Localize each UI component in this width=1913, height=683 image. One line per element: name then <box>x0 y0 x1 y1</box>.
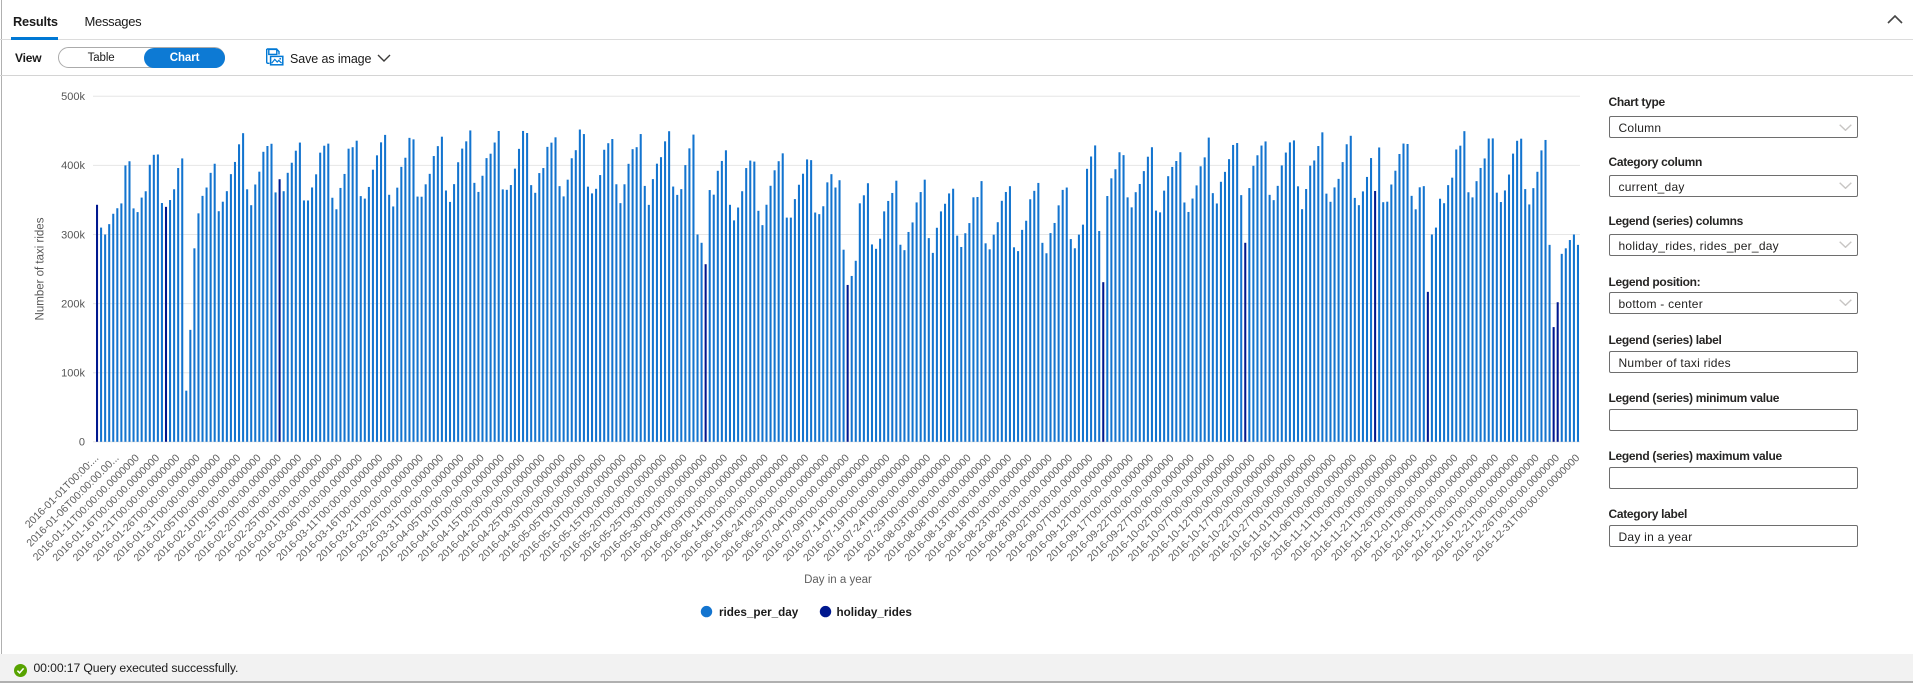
svg-text:400k: 400k <box>61 160 85 172</box>
svg-text:holiday_rides: holiday_rides <box>837 606 913 619</box>
svg-text:200k: 200k <box>61 298 85 310</box>
svg-text:0: 0 <box>79 437 85 449</box>
svg-text:rides_per_day: rides_per_day <box>719 606 799 619</box>
svg-text:500k: 500k <box>61 91 85 103</box>
svg-text:Number of taxi rides: Number of taxi rides <box>35 217 47 320</box>
svg-text:Day in a year: Day in a year <box>804 574 872 586</box>
svg-text:300k: 300k <box>61 229 85 241</box>
svg-text:100k: 100k <box>61 368 85 380</box>
